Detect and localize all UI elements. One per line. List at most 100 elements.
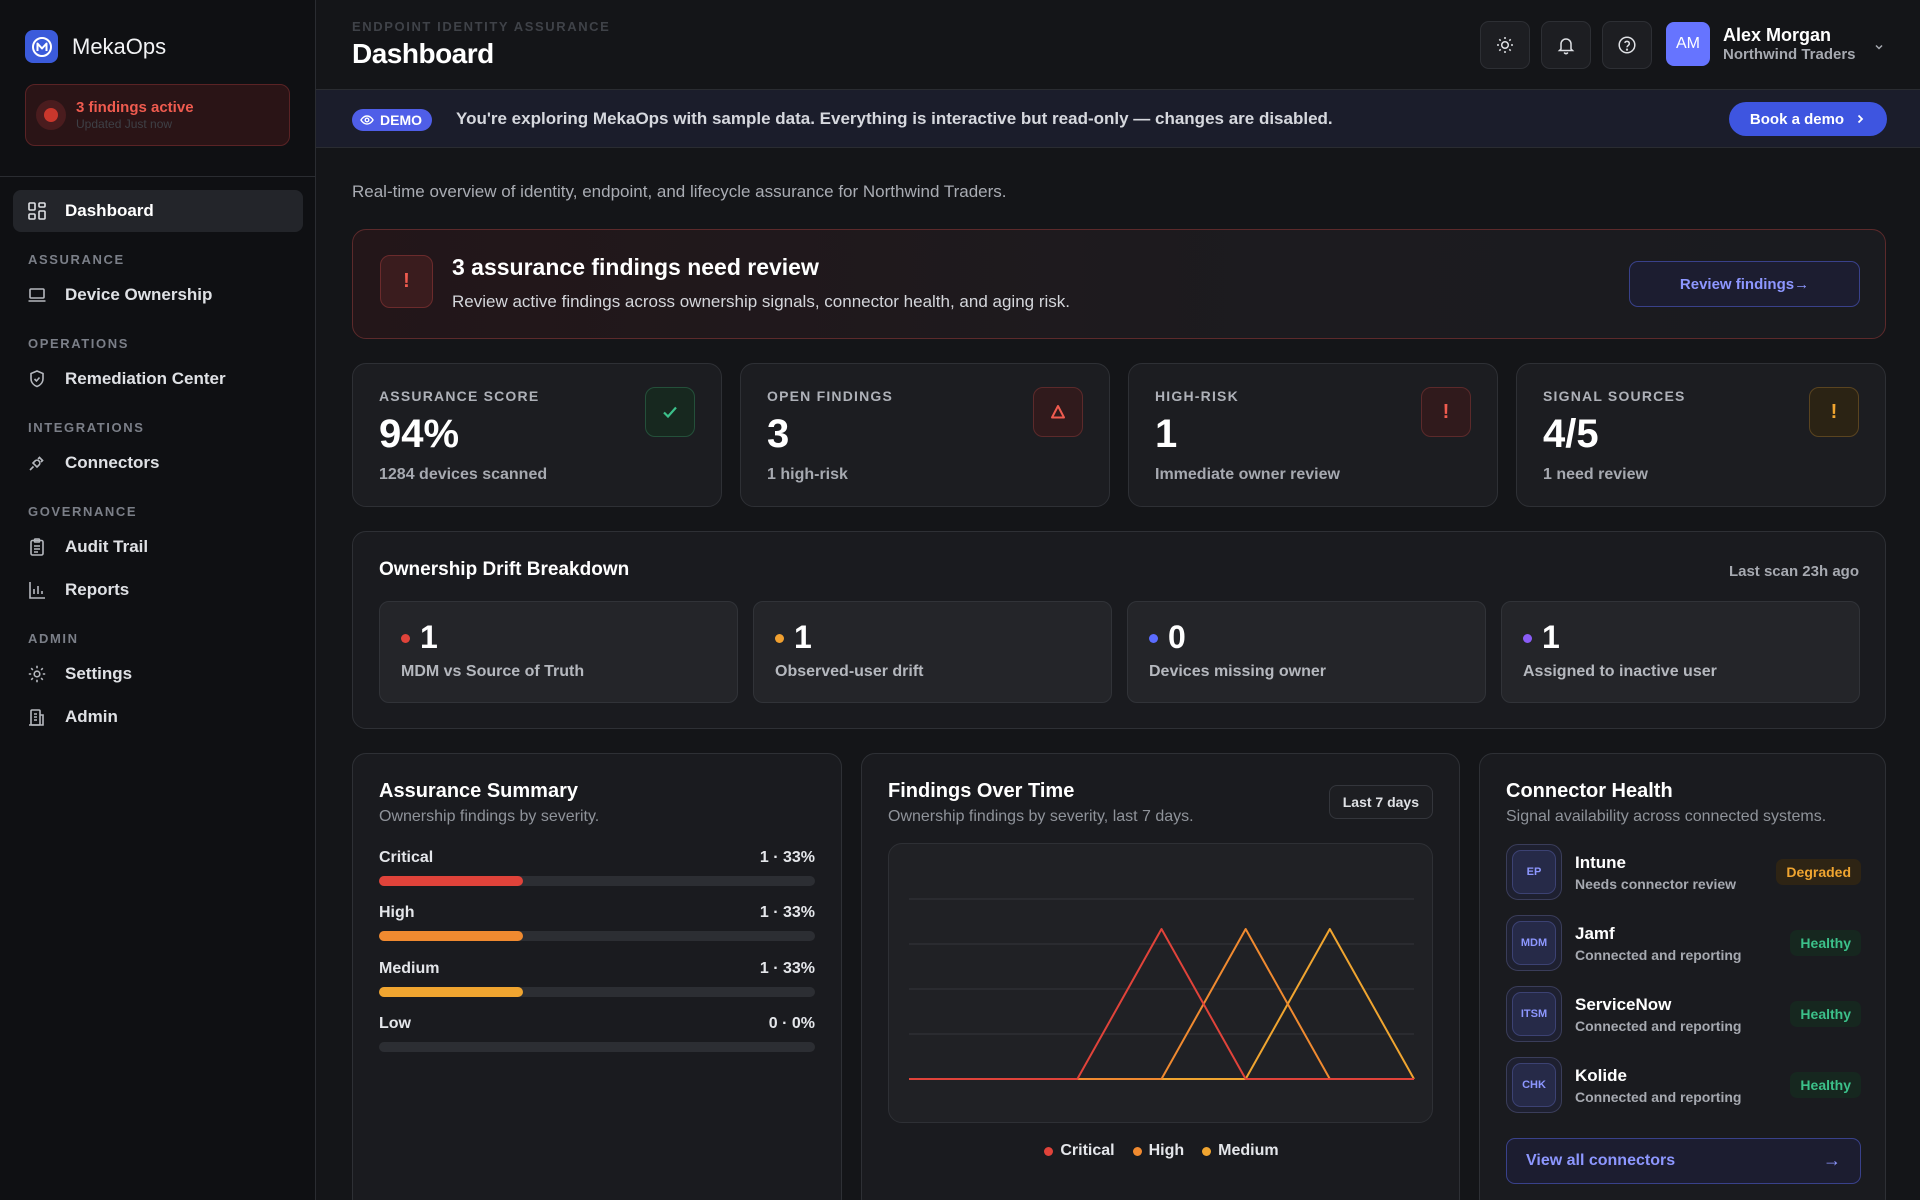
sidebar-item-label: Reports — [65, 580, 130, 599]
status-dot — [775, 634, 784, 643]
severity-track — [379, 931, 815, 941]
connector-name: Kolide — [1575, 1066, 1627, 1085]
sidebar-item-label: Connectors — [65, 453, 160, 472]
sidebar-nav: Dashboard ASSURANCE Device Ownership OPE… — [0, 190, 316, 739]
book-demo-button[interactable]: Book a demo — [1729, 102, 1887, 136]
sidebar-item-label: Settings — [65, 664, 133, 683]
connector-jamf[interactable]: MDM Jamf Connected and reporting Healthy — [1506, 915, 1861, 971]
connector-name: ServiceNow — [1575, 995, 1672, 1014]
findings-banner: ! 3 assurance findings need review Revie… — [352, 229, 1886, 339]
panel-title: Findings Over Time — [888, 780, 1075, 802]
review-findings-button[interactable]: Review findings→ — [1629, 261, 1860, 307]
brand[interactable]: MekaOps — [25, 30, 166, 63]
drift-label: Observed-user drift — [775, 663, 924, 680]
alert-updated: Updated Just now — [76, 117, 173, 131]
sidebar-item-audit-trail[interactable]: Audit Trail — [13, 526, 303, 568]
severity-label: Critical — [379, 849, 434, 866]
sidebar: MekaOps 3 findings active Updated Just n… — [0, 0, 316, 1200]
panel-description: Ownership findings by severity, last 7 d… — [888, 808, 1194, 825]
kpi-label: HIGH-RISK — [1155, 388, 1239, 404]
drift-item-mdm[interactable]: 1 MDM vs Source of Truth — [379, 601, 738, 703]
connector-servicenow[interactable]: ITSM ServiceNow Connected and reporting … — [1506, 986, 1861, 1042]
panel-title: Connector Health — [1506, 780, 1673, 802]
book-demo-label: Book a demo — [1749, 110, 1845, 128]
legend-item-medium: Medium — [1202, 1142, 1279, 1160]
theme-toggle-button[interactable] — [1480, 21, 1530, 69]
status-dot — [401, 634, 410, 643]
sidebar-item-settings[interactable]: Settings — [13, 653, 303, 695]
sidebar-item-remediation-center[interactable]: Remediation Center — [13, 358, 303, 400]
drift-item-inactive-user[interactable]: 1 Assigned to inactive user — [1501, 601, 1860, 703]
status-badge: Healthy — [1790, 930, 1861, 956]
kpi-assurance-score[interactable]: ASSURANCE SCORE 94% 1284 devices scanned — [352, 363, 722, 507]
drift-value: 1 — [794, 619, 812, 655]
demo-badge: DEMO — [352, 109, 432, 131]
bell-icon — [1557, 38, 1575, 55]
view-all-connectors-button[interactable]: View all connectors → — [1506, 1138, 1861, 1184]
sidebar-item-admin[interactable]: Admin — [13, 696, 303, 738]
chevron-right-icon — [1857, 114, 1864, 124]
series-line-high — [909, 928, 1414, 1080]
kpi-open-findings[interactable]: OPEN FINDINGS 3 1 high-risk — [740, 363, 1110, 507]
severity-value: 0 · 0% — [768, 1015, 815, 1032]
panel-description: Ownership findings by severity. — [379, 808, 600, 825]
grid-icon — [28, 202, 46, 220]
severity-fill — [379, 876, 523, 886]
chevron-down-icon[interactable] — [1872, 40, 1886, 54]
drift-value: 1 — [1542, 619, 1560, 655]
page-eyebrow: ENDPOINT IDENTITY ASSURANCE — [352, 19, 611, 34]
sidebar-item-device-ownership[interactable]: Device Ownership — [13, 274, 303, 316]
kpi-signal-sources[interactable]: SIGNAL SOURCES 4/5 1 need review ! — [1516, 363, 1886, 507]
section-integrations: INTEGRATIONS — [28, 420, 145, 435]
connector-intune[interactable]: EP Intune Needs connector review Degrade… — [1506, 844, 1861, 900]
legend-label: Critical — [1060, 1142, 1115, 1159]
kpi-value: 94% — [379, 412, 460, 456]
check-icon — [645, 387, 695, 437]
drift-item-missing-owner[interactable]: 0 Devices missing owner — [1127, 601, 1486, 703]
exclamation-icon: ! — [1809, 387, 1859, 437]
connector-logo-icon: ITSM — [1506, 986, 1562, 1042]
demo-badge-label: DEMO — [380, 112, 422, 128]
findings-alert[interactable]: 3 findings active Updated Just now — [25, 84, 290, 146]
findings-banner-description: Review active findings across ownership … — [452, 292, 1070, 311]
section-governance: GOVERNANCE — [28, 504, 138, 519]
sidebar-item-connectors[interactable]: Connectors — [13, 442, 303, 484]
avatar[interactable]: AM — [1666, 22, 1710, 66]
kpi-sub: 1 high-risk — [767, 466, 848, 483]
section-operations: OPERATIONS — [28, 336, 129, 351]
notifications-button[interactable] — [1541, 21, 1591, 69]
kpi-high-risk[interactable]: HIGH-RISK 1 Immediate owner review ! — [1128, 363, 1498, 507]
kpi-sub: Immediate owner review — [1155, 466, 1340, 483]
sidebar-item-label: Admin — [65, 707, 118, 726]
connector-status: Connected and reporting — [1575, 1018, 1742, 1034]
panel-description: Signal availability across connected sys… — [1506, 808, 1827, 825]
connector-kolide[interactable]: CHK Kolide Connected and reporting Healt… — [1506, 1057, 1861, 1113]
demo-banner: DEMO You're exploring MekaOps with sampl… — [316, 90, 1920, 148]
user-name[interactable]: Alex Morgan — [1723, 25, 1832, 45]
user-org: Northwind Traders — [1723, 46, 1856, 63]
findings-banner-title: 3 assurance findings need review — [452, 254, 819, 280]
kpi-value: 1 — [1155, 412, 1178, 456]
connector-code: CHK — [1512, 1063, 1556, 1107]
shield-icon — [30, 370, 44, 388]
severity-label: Medium — [379, 960, 440, 977]
sidebar-item-reports[interactable]: Reports — [13, 569, 303, 611]
drift-value: 0 — [1168, 619, 1186, 655]
plug-icon — [29, 456, 44, 471]
help-button[interactable] — [1602, 21, 1652, 69]
severity-track — [379, 1042, 815, 1052]
bar-chart-icon — [29, 582, 45, 599]
arrow-right-icon: → — [1823, 1150, 1841, 1170]
severity-value: 1 · 33% — [759, 849, 815, 866]
kpi-label: ASSURANCE SCORE — [379, 388, 540, 404]
severity-fill — [379, 987, 523, 997]
brand-logo-icon — [25, 30, 58, 63]
connector-status: Connected and reporting — [1575, 1089, 1742, 1105]
sidebar-item-dashboard[interactable]: Dashboard — [13, 190, 303, 232]
connector-code: ITSM — [1512, 992, 1556, 1036]
range-select[interactable]: Last 7 days — [1328, 785, 1433, 819]
drift-label: Devices missing owner — [1149, 663, 1326, 680]
page-subtitle: Real-time overview of identity, endpoint… — [352, 182, 1007, 201]
status-badge: Degraded — [1776, 859, 1861, 885]
drift-item-observed-user[interactable]: 1 Observed-user drift — [753, 601, 1112, 703]
